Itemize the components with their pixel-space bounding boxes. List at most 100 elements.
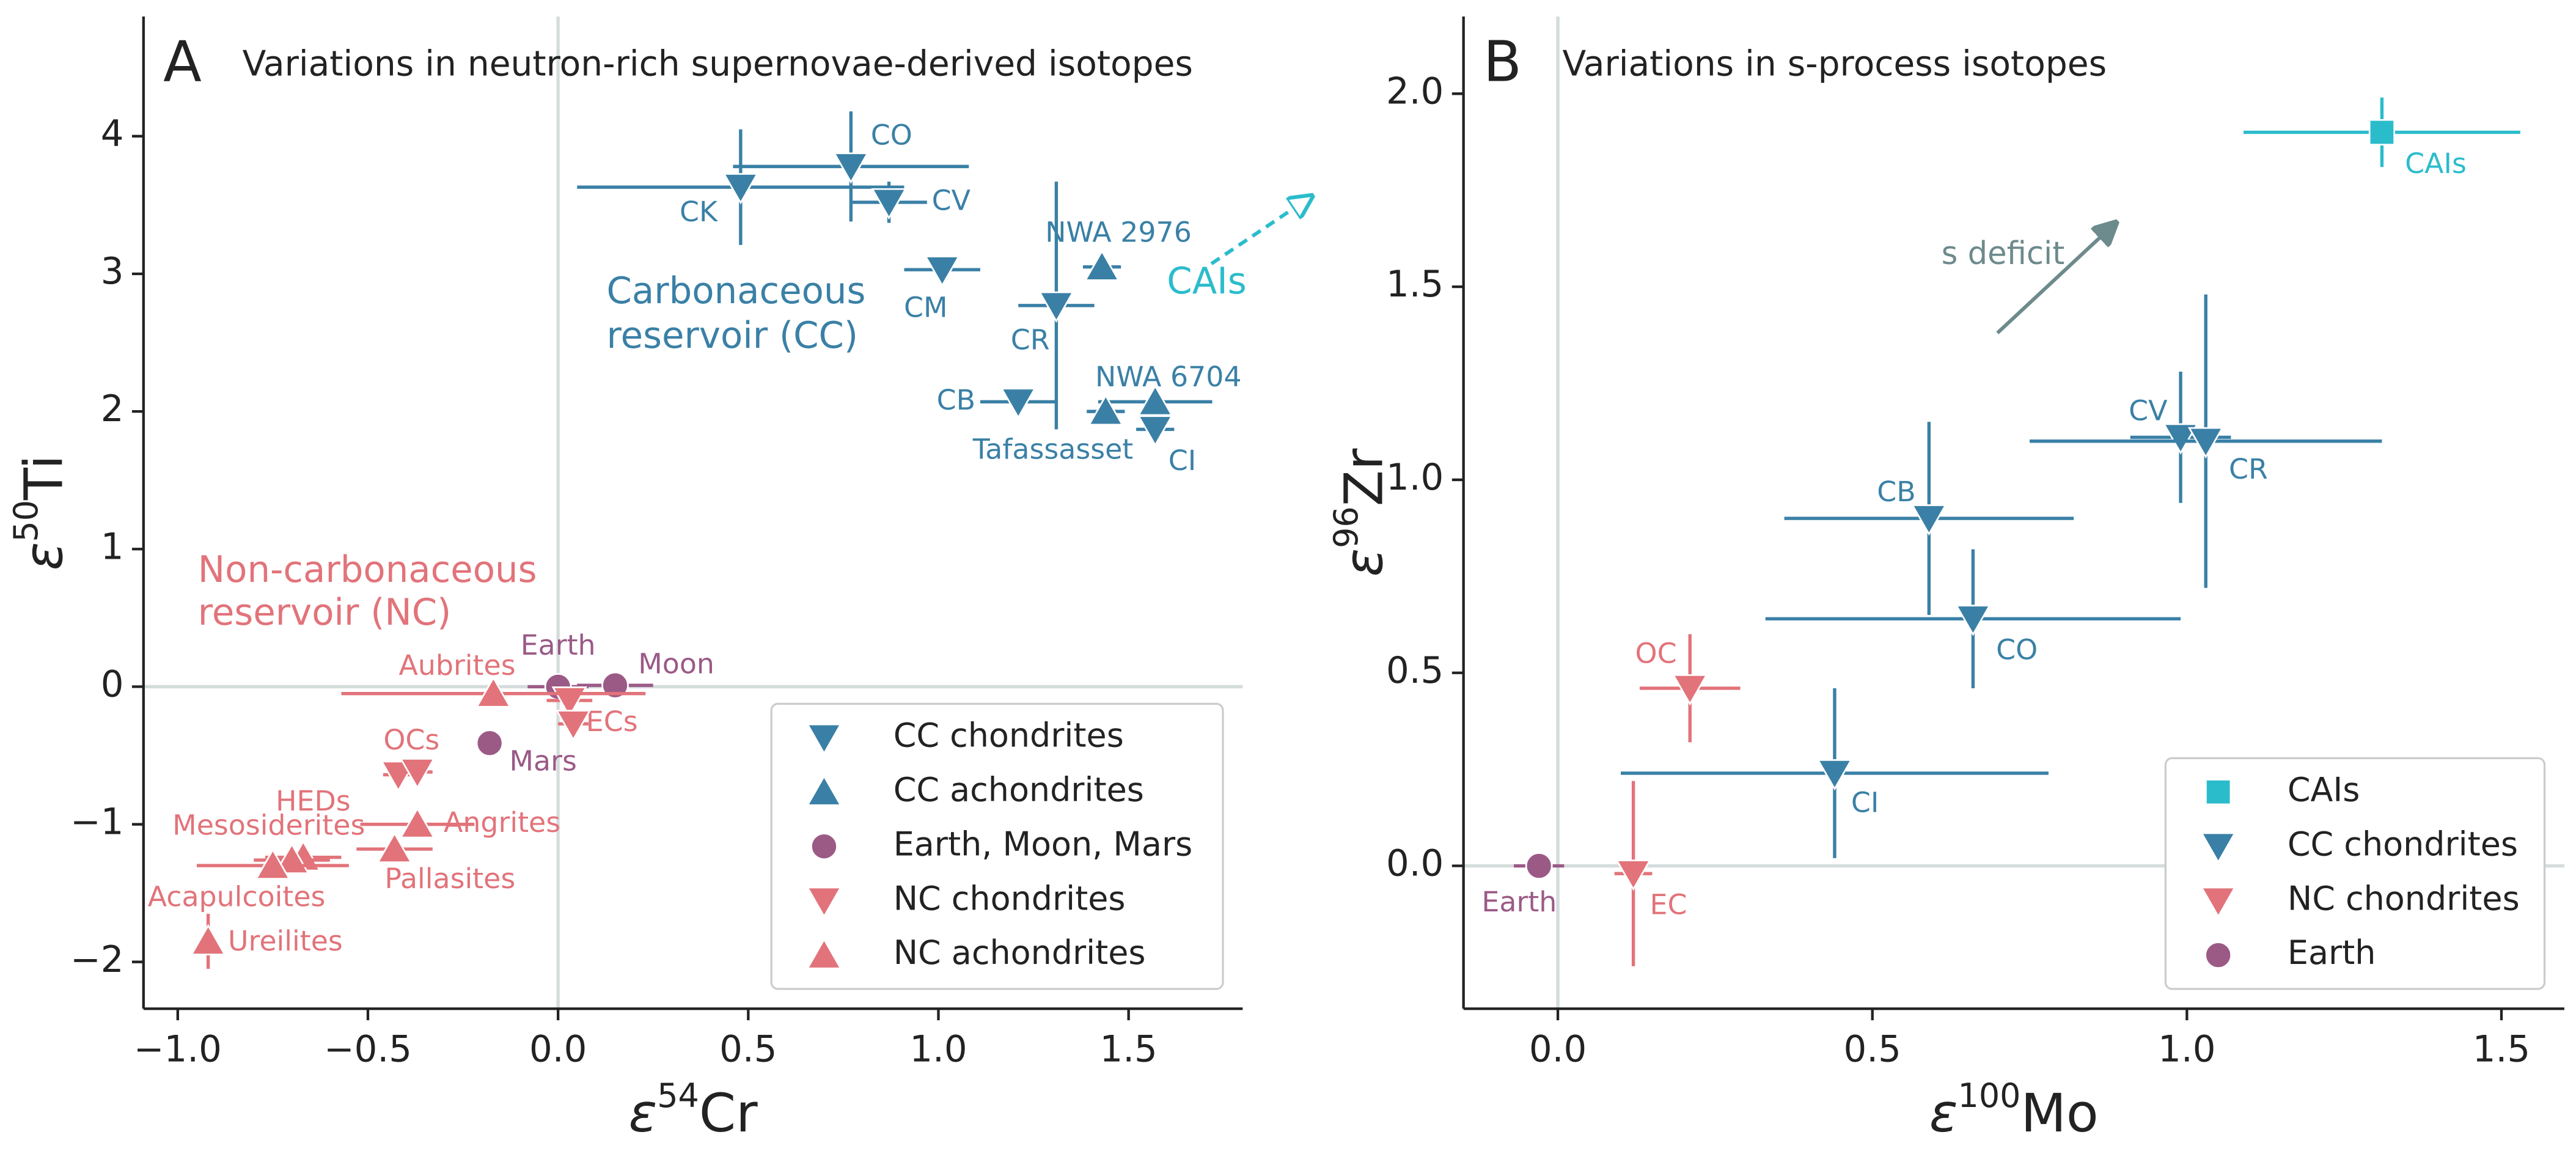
legend-label: Earth: [2288, 933, 2376, 972]
point-label: CB: [1877, 475, 1915, 508]
point-label: CR: [1011, 323, 1050, 356]
x-tick-label: 1.0: [909, 1028, 967, 1070]
marker: [722, 173, 759, 205]
ylabel-label: ε50Ti: [7, 455, 75, 570]
point-label: HEDs: [276, 784, 351, 817]
axis-label-part: ε: [1334, 548, 1395, 577]
point-label: CI: [1851, 786, 1879, 819]
x-tick-label: 1.5: [1099, 1028, 1157, 1070]
marker: [555, 710, 592, 741]
annotation: s deficit: [1942, 235, 2065, 272]
marker: [1911, 504, 1947, 536]
marker: [1137, 415, 1173, 447]
marker: [1525, 852, 1553, 880]
point-label: OCs: [383, 723, 439, 756]
point-label: CB: [937, 383, 975, 416]
point-label: OC: [1635, 637, 1677, 670]
y-tick-label: −1: [70, 801, 123, 843]
point-label: Earth: [1481, 885, 1557, 918]
x-tick-label: 0.0: [529, 1028, 587, 1070]
legend-label: Earth, Moon, Mars: [894, 825, 1193, 863]
axis-label-part: Ti: [14, 455, 75, 501]
annotation-arrow: [1210, 196, 1312, 265]
marker: [1084, 249, 1120, 281]
marker: [601, 671, 629, 699]
marker: [1671, 674, 1708, 706]
marker: [806, 774, 842, 806]
point-label: CV: [932, 183, 971, 216]
x-tick-label: 0.5: [1844, 1028, 1901, 1070]
annotation: reservoir (NC): [198, 591, 452, 633]
marker: [2368, 119, 2395, 146]
point-label: Acapulcoites: [148, 880, 326, 913]
point-label: Tafassasset: [972, 432, 1133, 465]
panel-label: B: [1483, 29, 1522, 95]
marker: [1000, 388, 1037, 419]
point-label: Moon: [638, 647, 714, 680]
panel-title: Variations in neutron-rich supernovae-de…: [243, 43, 1193, 84]
annotation: CAIs: [1167, 260, 1246, 302]
axis-label-part: ε: [14, 542, 75, 571]
point-label: Earth: [521, 628, 596, 661]
marker: [1955, 605, 1991, 636]
panel-title: Variations in s-process isotopes: [1562, 43, 2107, 84]
point-label: Angrites: [444, 806, 560, 839]
x-tick-label: 1.0: [2158, 1028, 2215, 1070]
marker: [190, 924, 226, 955]
marker: [806, 723, 842, 755]
y-tick-label: 3: [101, 250, 124, 292]
legend-box: [770, 702, 1224, 990]
point-label: NWA 6704: [1095, 360, 1242, 393]
marker: [806, 938, 842, 969]
y-tick-label: −2: [70, 938, 123, 980]
axis-label-part: Zr: [1334, 448, 1395, 506]
point-label: CK: [680, 195, 719, 228]
marker: [2205, 779, 2232, 806]
marker: [475, 676, 512, 708]
y-tick-label: 0: [101, 663, 124, 705]
panel-label: A: [163, 29, 202, 95]
x-tick-label: −0.5: [324, 1028, 412, 1070]
axis-label-superscript: 96: [1327, 506, 1365, 548]
marker: [871, 188, 907, 220]
point-label: CO: [1996, 633, 2038, 666]
legend-label: NC chondrites: [894, 879, 1126, 917]
point-label: CAIs: [2405, 147, 2467, 180]
point-label: CV: [2129, 394, 2167, 427]
point-label: Aubrites: [398, 649, 515, 682]
point-label: CR: [2229, 452, 2268, 485]
marker: [833, 152, 869, 184]
marker: [806, 886, 842, 918]
y-tick-label: 4: [101, 112, 124, 155]
x-tick-label: 0.5: [719, 1028, 777, 1070]
legend-label: CC chondrites: [894, 716, 1124, 754]
marker: [1038, 291, 1074, 323]
marker: [810, 833, 838, 861]
marker: [475, 729, 504, 757]
marker: [1137, 384, 1173, 416]
marker: [2204, 941, 2233, 969]
marker: [399, 807, 436, 839]
point-label: CI: [1169, 444, 1197, 477]
x-tick-label: −1.0: [134, 1028, 222, 1070]
xlabel-label: ε54Cr: [629, 1076, 758, 1144]
point-label: NWA 2976: [1045, 215, 1192, 248]
legend-label: NC achondrites: [894, 933, 1146, 972]
annotation: Carbonaceous: [607, 270, 866, 312]
axis-label-part: ε: [629, 1084, 658, 1145]
legend-box: [2164, 757, 2546, 990]
axis-label-superscript: 100: [1958, 1076, 2021, 1114]
marker: [376, 831, 413, 863]
xlabel-label: ε100Mo: [1929, 1076, 2099, 1144]
marker: [2200, 832, 2236, 864]
y-tick-label: 1.0: [1386, 456, 1444, 498]
x-tick-label: 0.0: [1529, 1028, 1587, 1070]
y-tick-label: 0.5: [1386, 649, 1444, 691]
annotation: reservoir (CC): [607, 314, 859, 356]
axis-label-part: Mo: [2020, 1084, 2098, 1145]
point-label: ECs: [586, 705, 638, 738]
marker: [399, 758, 436, 790]
marker: [2162, 423, 2199, 455]
